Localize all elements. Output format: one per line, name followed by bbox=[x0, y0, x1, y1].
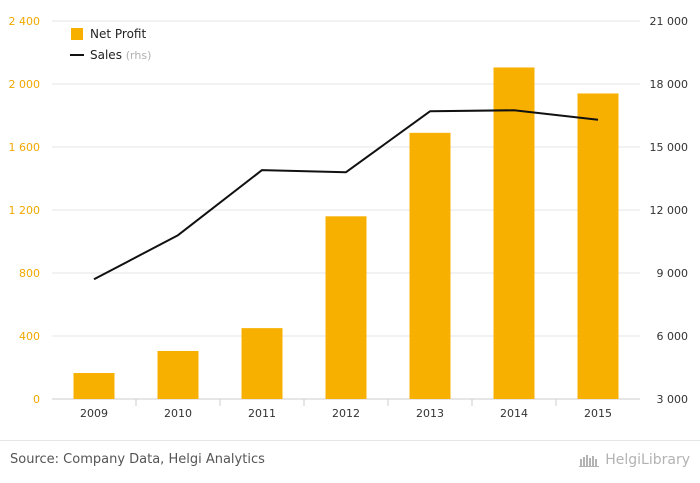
y-left-tick-label: 400 bbox=[19, 330, 40, 343]
footer-divider bbox=[0, 440, 700, 441]
x-tick-label: 2014 bbox=[500, 407, 528, 420]
y-right-tick-label: 3 000 bbox=[657, 393, 689, 406]
source-note: Source: Company Data, Helgi Analytics bbox=[10, 452, 265, 467]
bar-net-profit bbox=[577, 93, 619, 399]
y-right-tick-label: 9 000 bbox=[657, 267, 689, 280]
y-left-tick-label: 1 200 bbox=[9, 204, 41, 217]
bar-net-profit bbox=[73, 373, 115, 399]
y-left-tick-label: 1 600 bbox=[9, 141, 41, 154]
chart-svg: 0 400 800 1 200 1 600 2 000 2 400 3 000 6 000 9 0… bbox=[9, 15, 689, 420]
y-right-tick-label: 6 000 bbox=[657, 330, 689, 343]
bar-net-profit bbox=[241, 328, 283, 399]
y-right-tick-label: 21 000 bbox=[650, 15, 689, 28]
bar-net-profit bbox=[493, 67, 535, 400]
legend-label-net-profit: Net Profit bbox=[90, 27, 146, 41]
x-tick-label: 2015 bbox=[584, 407, 612, 420]
brand-name: HelgiLibrary bbox=[605, 452, 690, 468]
chart-footer: Source: Company Data, Helgi Analytics He… bbox=[0, 440, 700, 483]
legend-rhs-note: (rhs) bbox=[126, 49, 152, 62]
legend: Net Profit Sales (rhs) bbox=[70, 27, 151, 62]
bar-net-profit bbox=[325, 216, 367, 399]
y-left-tick-label: 2 400 bbox=[9, 15, 41, 28]
x-tick-label: 2011 bbox=[248, 407, 276, 420]
bar-net-profit bbox=[157, 350, 199, 399]
combo-chart: 0 400 800 1 200 1 600 2 000 2 400 3 000 6 000 9 0… bbox=[9, 15, 689, 420]
x-tick-label: 2012 bbox=[332, 407, 360, 420]
y-right-tick-label: 12 000 bbox=[650, 204, 689, 217]
library-icon bbox=[579, 455, 600, 467]
y-left-tick-label: 2 000 bbox=[9, 78, 41, 91]
y-left-tick-label: 0 bbox=[33, 393, 40, 406]
legend-label-sales: Sales (rhs) bbox=[90, 48, 151, 62]
y-right-tick-label: 15 000 bbox=[650, 141, 689, 154]
y-right-tick-label: 18 000 bbox=[650, 78, 689, 91]
x-tick-label: 2013 bbox=[416, 407, 444, 420]
legend-swatch-net-profit bbox=[71, 28, 83, 40]
y-left-tick-label: 800 bbox=[19, 267, 40, 280]
bar-net-profit bbox=[409, 132, 451, 399]
x-tick-label: 2009 bbox=[80, 407, 108, 420]
brand-logo[interactable]: HelgiLibrary bbox=[579, 452, 690, 468]
x-tick-label: 2010 bbox=[164, 407, 192, 420]
